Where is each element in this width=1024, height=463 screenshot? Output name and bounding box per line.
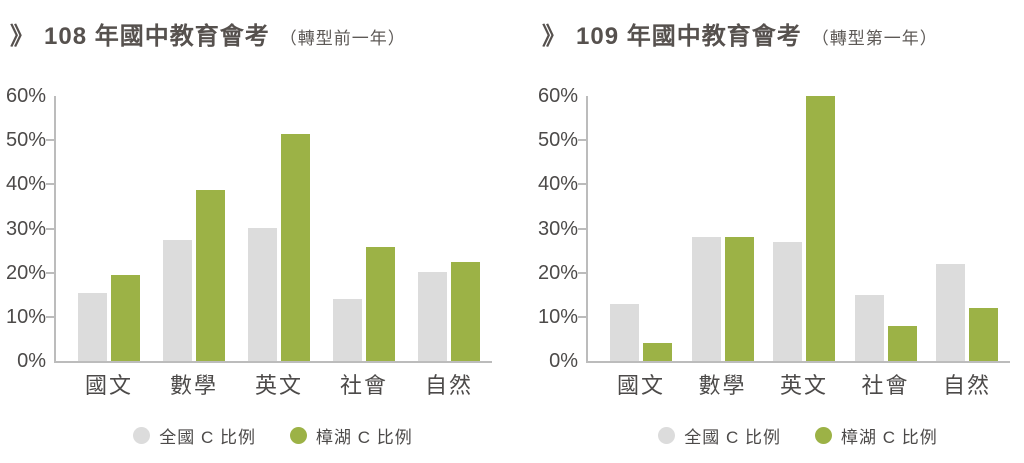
bar <box>418 272 447 361</box>
x-axis-category-label: 社會 <box>339 373 389 398</box>
y-axis-tick-label: 10% <box>537 305 578 328</box>
chart-panel-108: 》 108 年國中教育會考 （轉型前一年） 0% 10% 20% 30% 40% 50% 6… <box>6 16 492 448</box>
x-axis-category-label: 數學 <box>169 373 219 398</box>
y-axis-tick-label: 20% <box>5 261 46 284</box>
changhu-series-swatch <box>290 427 307 444</box>
bar-group: 英文 <box>248 96 310 397</box>
bar <box>451 261 480 361</box>
bar-group: 數學 <box>691 96 754 397</box>
bar <box>248 227 277 361</box>
y-axis-tickmark <box>578 271 586 274</box>
y-axis-tick-label: 20% <box>537 261 578 284</box>
y-axis-tickmark <box>46 227 54 230</box>
legend-108: 全國 C 比例 樟湖 C 比例 <box>54 423 492 448</box>
y-axis-tick-label: 10% <box>5 305 46 328</box>
y-axis-tick-label: 60% <box>5 85 46 107</box>
y-axis-tickmark <box>578 227 586 230</box>
bar <box>969 308 998 361</box>
national-series-swatch <box>658 427 676 444</box>
y-axis-tickmark <box>578 183 586 186</box>
legend-label-national: 全國 C 比例 <box>159 428 256 447</box>
bar-group: 社會 <box>854 96 917 397</box>
bar-group: 國文 <box>78 96 140 397</box>
bar <box>281 133 310 361</box>
y-axis-tick-label: 0% <box>549 350 578 372</box>
bar-group: 國文 <box>610 96 672 397</box>
x-axis-category-label: 自然 <box>942 373 992 398</box>
bar <box>163 240 192 361</box>
x-axis-category-label: 國文 <box>616 373 666 398</box>
y-axis-tick-label: 50% <box>5 129 46 152</box>
chart-subtitle-text: （轉型前一年） <box>279 29 406 48</box>
chart-panel-109: 》 109 年國中教育會考 （轉型第一年） 0% 10% 20% 30% 40% 50% 6… <box>512 0 1024 463</box>
chart-title-text: 108 年國中教育會考 <box>44 23 270 50</box>
bar <box>610 303 639 361</box>
bar-group: 數學 <box>163 96 225 397</box>
x-axis-category-label: 英文 <box>779 373 829 398</box>
double-chevron-icon: 》 <box>10 23 34 50</box>
bar <box>887 325 917 361</box>
y-axis-tickmark <box>46 183 54 186</box>
y-axis-tick-label: 30% <box>537 217 578 240</box>
legend-label-national: 全國 C 比例 <box>684 428 781 447</box>
y-axis-tick-label: 30% <box>5 217 46 240</box>
chart-title-text: 109 年國中教育會考 <box>576 23 802 50</box>
legend-item-national: 全國 C 比例 <box>658 423 781 448</box>
bar-plot-109: 0% 10% 20% 30% 40% 50% 60% 國文 數學 英文 社會 自然 <box>538 86 1010 397</box>
y-axis-tickmark <box>46 271 54 274</box>
national-series-swatch <box>133 427 151 444</box>
x-axis-category-label: 自然 <box>424 373 474 398</box>
x-axis-category-label: 社會 <box>861 373 910 398</box>
y-axis-tickmark <box>46 315 54 318</box>
x-axis-category-label: 英文 <box>254 373 304 398</box>
bar-group: 社會 <box>333 96 395 397</box>
bar <box>691 237 721 361</box>
bar <box>936 263 965 361</box>
legend-109: 全國 C 比例 樟湖 C 比例 <box>586 423 1010 448</box>
y-axis-tick-label: 0% <box>17 350 46 372</box>
chart-subtitle-text: （轉型第一年） <box>811 29 938 48</box>
y-axis-tickmark <box>578 139 586 142</box>
chart-title-109: 》 109 年國中教育會考 （轉型第一年） <box>542 16 1010 51</box>
y-axis-tickmark <box>46 139 54 142</box>
bar-plot-108: 0% 10% 20% 30% 40% 50% 60% 國文 數學 英文 社會 自然 <box>6 86 492 397</box>
y-axis-tickmark <box>578 315 586 318</box>
y-axis-tick-label: 60% <box>537 85 578 107</box>
x-axis-category-label: 國文 <box>84 373 134 398</box>
bar-group: 自然 <box>418 96 480 397</box>
changhu-series-swatch <box>815 427 832 444</box>
bar <box>773 241 802 361</box>
bar <box>366 247 395 361</box>
bar <box>854 294 884 361</box>
legend-item-changhu: 樟湖 C 比例 <box>290 423 413 448</box>
bar <box>806 96 835 361</box>
double-chevron-icon: 》 <box>542 23 566 50</box>
y-axis-tick-label: 40% <box>537 173 578 196</box>
bar <box>196 190 225 361</box>
bar <box>643 343 672 361</box>
y-axis-tick-label: 40% <box>5 173 46 196</box>
legend-label-changhu: 樟湖 C 比例 <box>316 428 413 447</box>
bar <box>333 298 362 361</box>
legend-label-changhu: 樟湖 C 比例 <box>841 428 938 447</box>
bar <box>724 237 754 361</box>
chart-title-108: 》 108 年國中教育會考 （轉型前一年） <box>10 16 492 51</box>
x-axis-category-label: 數學 <box>698 373 747 398</box>
legend-item-changhu: 樟湖 C 比例 <box>815 423 938 448</box>
legend-item-national: 全國 C 比例 <box>133 423 256 448</box>
y-axis-tick-label: 50% <box>537 129 578 152</box>
bar-group: 英文 <box>773 96 835 397</box>
bar-group: 自然 <box>936 96 998 397</box>
bar <box>111 274 140 361</box>
bar <box>78 292 107 361</box>
